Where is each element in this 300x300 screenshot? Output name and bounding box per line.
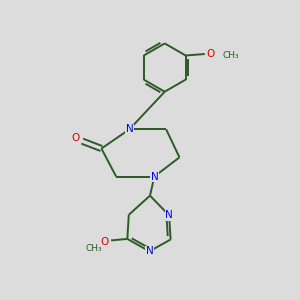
Text: N: N xyxy=(146,246,153,256)
Text: CH₃: CH₃ xyxy=(85,244,102,253)
Text: N: N xyxy=(125,124,133,134)
Text: O: O xyxy=(206,49,214,59)
Text: N: N xyxy=(151,172,158,182)
Text: N: N xyxy=(165,210,173,220)
Text: O: O xyxy=(72,133,80,142)
Text: O: O xyxy=(100,237,109,247)
Text: CH₃: CH₃ xyxy=(222,51,239,60)
